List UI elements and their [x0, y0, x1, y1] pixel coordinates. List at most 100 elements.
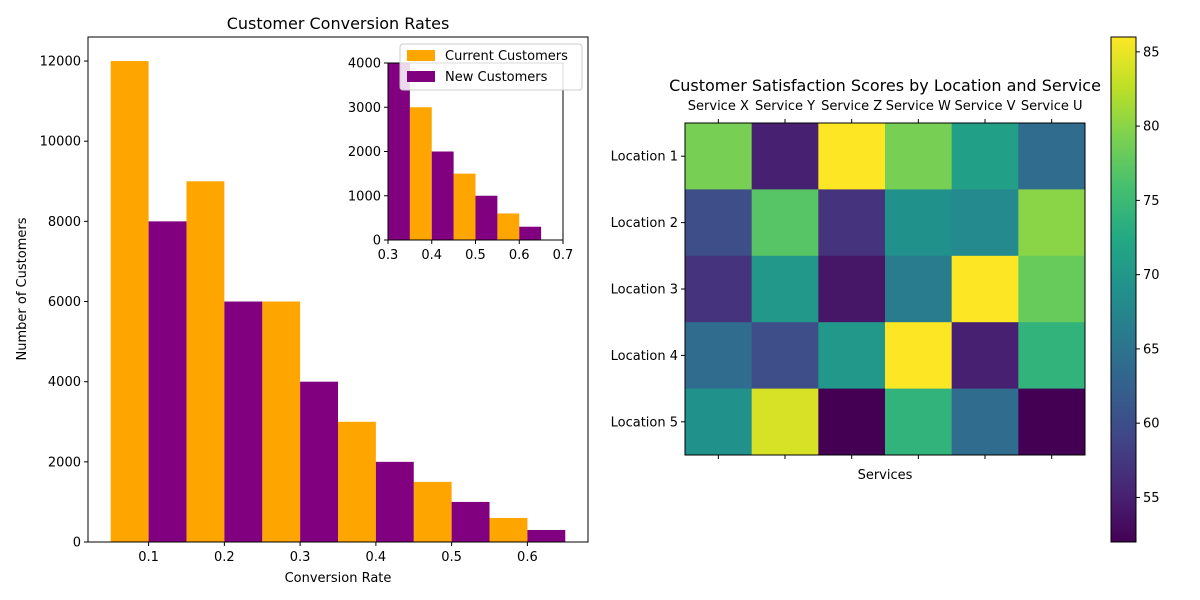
bar-chart-title: Customer Conversion Rates: [227, 14, 450, 33]
inset-x-tick-label: 0.3: [378, 248, 399, 263]
heatmap-cell: [1018, 189, 1086, 257]
colorbar-tick-label: 85: [1143, 45, 1160, 60]
inset-bar-current-0.4: [409, 107, 432, 240]
y-tick-label: 4000: [48, 375, 81, 390]
inset-y-tick-label: 1000: [348, 189, 381, 204]
colorbar-tick-label: 60: [1143, 417, 1160, 432]
heatmap-col-label: Service W: [886, 99, 951, 114]
heatmap-cell: [818, 388, 886, 456]
bar-new-0.3: [300, 381, 338, 542]
heatmap-title: Customer Satisfaction Scores by Location…: [669, 76, 1101, 95]
heatmap-col-label: Service Y: [755, 99, 815, 114]
inset-x-tick-label: 0.6: [509, 248, 530, 263]
heatmap-cell: [951, 255, 1019, 323]
bar-new-0.4: [375, 461, 414, 542]
inset-y-tick-label: 2000: [348, 145, 381, 160]
heatmap-cell: [751, 189, 819, 257]
heatmap-cell: [685, 123, 753, 190]
heatmap-cell: [685, 255, 753, 323]
bar-current-0.5: [413, 481, 452, 542]
heatmap-cell: [885, 388, 953, 456]
colorbar-tick-label: 80: [1143, 120, 1160, 135]
inset-chart-marks: [388, 63, 542, 240]
heatmap-col-label: Service Z: [821, 99, 882, 114]
heatmap-cell: [951, 123, 1019, 190]
legend-box: [399, 43, 583, 91]
inset-y-tick-label: 0: [373, 234, 381, 249]
heatmap-cell: [685, 388, 753, 456]
inset-bar-new-0.4: [431, 151, 454, 240]
heatmap-cell: [885, 255, 953, 323]
heatmap-cell: [951, 189, 1019, 257]
heatmap-cells: [685, 123, 1086, 456]
inset-bar-new-0.6: [519, 226, 542, 240]
inset-bar-current-0.6: [497, 213, 520, 240]
x-tick-label: 0.6: [517, 550, 538, 565]
heatmap-cell: [1018, 255, 1086, 323]
heatmap-cell: [951, 322, 1019, 390]
y-tick-label: 12000: [40, 55, 81, 70]
bar-new-0.1: [148, 221, 187, 542]
heatmap-cell: [1018, 322, 1086, 390]
bar-chart-y-label: Number of Customers: [15, 217, 30, 360]
heatmap-cell: [751, 123, 819, 190]
legend-label-new: New Customers: [445, 70, 548, 85]
heatmap-ticks: Service X Service Y Service Z Service W Serv…: [611, 99, 1083, 459]
heatmap-cell: [1018, 123, 1086, 190]
bar-current-0.3: [262, 301, 301, 542]
bar-current-0.4: [338, 421, 376, 542]
inset-bar-new-0.5: [475, 195, 498, 240]
heatmap-col-label: Service U: [1021, 99, 1083, 114]
heatmap-x-label: Services: [858, 468, 913, 483]
bar-current-0.2: [186, 181, 225, 543]
heatmap-cell: [818, 322, 886, 390]
heatmap-row-label: Location 5: [611, 415, 678, 430]
bar-chart-frame: [87, 36, 589, 543]
y-tick-label: 6000: [48, 295, 81, 310]
bar-new-0.5: [451, 501, 490, 542]
heatmap-chart: Customer Satisfaction Scores by Location…: [611, 36, 1160, 543]
colorbar: 55 60 65 70 75 80 85: [1110, 36, 1160, 543]
colorbar-tick-label: 70: [1143, 268, 1160, 283]
heatmap-cell: [951, 388, 1019, 456]
inset-x-tick-label: 0.7: [553, 248, 574, 263]
heatmap-cell: [818, 123, 886, 190]
heatmap-cell: [685, 322, 753, 390]
inset-bar-current-0.5: [453, 173, 476, 240]
colorbar-ticks: 55 60 65 70 75 80 85: [1136, 45, 1160, 506]
y-tick-label: 0: [73, 536, 81, 551]
heatmap-cell: [818, 189, 886, 257]
heatmap-row-label: Location 2: [611, 216, 678, 231]
heatmap-col-label: Service V: [954, 99, 1015, 114]
heatmap-row-label: Location 1: [611, 150, 678, 165]
legend-swatch-current: [407, 50, 435, 61]
heatmap-cell: [685, 189, 753, 257]
heatmap-row-label: Location 4: [611, 349, 678, 364]
heatmap-cell: [885, 123, 953, 190]
colorbar-tick-label: 75: [1143, 194, 1160, 209]
y-tick-label: 2000: [48, 455, 81, 470]
y-tick-label: 8000: [48, 215, 81, 230]
legend: Current Customers New Customers: [399, 43, 583, 91]
inset-chart: 0.3 0.4 0.5 0.6 0.7 0 1000 2000 3000 4000: [348, 57, 573, 264]
x-tick-label: 0.3: [290, 550, 311, 565]
bar-chart: Customer Conversion Rates 0.1 0.2 0.3 0.4 0.…: [15, 14, 589, 586]
inset-x-tick-label: 0.5: [465, 248, 486, 263]
x-tick-label: 0.2: [214, 550, 235, 565]
x-tick-label: 0.5: [441, 550, 462, 565]
x-tick-label: 0.4: [366, 550, 387, 565]
bar-chart-x-label: Conversion Rate: [285, 571, 392, 586]
heatmap-cell: [751, 255, 819, 323]
heatmap-cell: [818, 255, 886, 323]
bar-chart-ticks: 0.1 0.2 0.3 0.4 0.5 0.60200040006000800010000…: [40, 55, 538, 565]
inset-chart-ticks: 0.3 0.4 0.5 0.6 0.7 0 1000 2000 3000 4000: [348, 57, 573, 264]
heatmap-cell: [885, 322, 953, 390]
colorbar-frame: [1110, 36, 1137, 543]
bar-chart-marks: [110, 61, 566, 543]
legend-swatch-new: [407, 71, 435, 82]
inset-y-tick-label: 3000: [348, 101, 381, 116]
heatmap-row-label: Location 3: [611, 283, 678, 298]
x-tick-label: 0.1: [138, 550, 159, 565]
heatmap-cell: [751, 322, 819, 390]
